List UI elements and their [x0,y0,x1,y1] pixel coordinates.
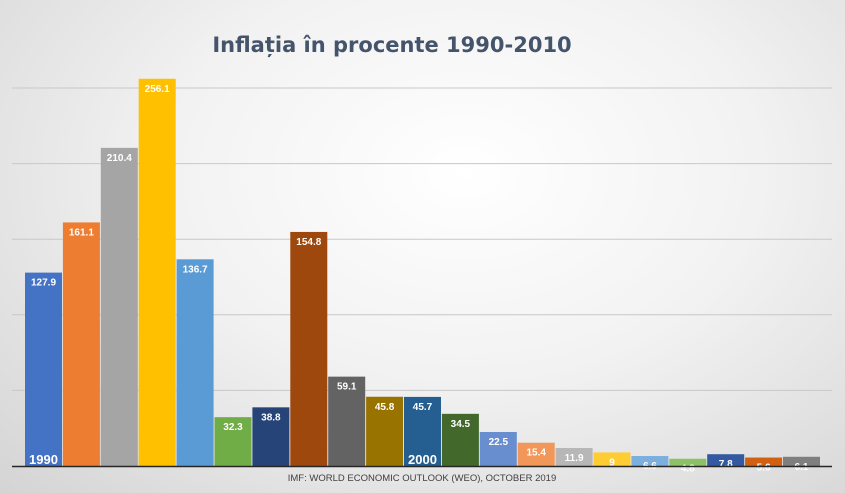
data-label-2000: 45.7 [413,402,433,413]
bar-1997 [290,231,328,466]
bar-2008 [707,454,745,466]
data-label-2001: 34.5 [451,419,471,430]
bar-2000 [404,396,441,466]
bar-1992 [100,147,138,467]
bar-2005 [593,452,631,466]
source-note: IMF: WORLD ECONOMIC OUTLOOK (WEO), OCTOB… [288,473,557,484]
bar-1990 [25,272,62,466]
data-label-1993: 256.1 [145,84,170,95]
data-label-1999: 45.8 [375,402,395,413]
data-label-1990: 127.9 [31,278,56,289]
bar-1994 [176,259,214,466]
data-label-2005: 9 [609,457,615,468]
data-label-2008: 7.8 [719,459,733,470]
bar-1993 [138,78,176,467]
data-label-2009: 5.6 [757,463,771,474]
bar-2003 [517,442,555,466]
category-label-1990: 1990 [29,452,58,467]
data-label-1995: 32.3 [223,422,243,433]
bar-2004 [555,448,593,466]
data-label-1997: 154.8 [296,237,321,248]
bar-1996 [252,407,290,466]
category-label-2000: 2000 [408,452,437,467]
bar-1991 [62,222,100,466]
bar-2009 [745,457,783,466]
bar-1995 [214,417,252,466]
data-label-2007: 4.8 [681,464,695,475]
bar-2006 [631,456,669,466]
data-label-1996: 38.8 [261,412,281,423]
chart-title: Inflația în procente 1990-2010 [212,33,571,58]
data-label-1998: 59.1 [337,382,357,393]
data-label-2003: 15.4 [526,448,546,459]
data-label-2004: 11.9 [565,453,584,464]
bar-1998 [328,376,366,466]
bar-2007 [669,458,707,466]
data-label-1992: 210.4 [107,153,132,164]
data-label-1991: 161.1 [69,227,94,238]
data-label-2010: 6.1 [795,462,809,473]
data-label-1994: 136.7 [183,264,208,275]
bar-2002 [479,431,517,466]
bar-2010 [783,456,820,466]
bar-1999 [366,396,404,466]
bar-2001 [441,413,479,466]
data-label-2002: 22.5 [489,437,509,448]
